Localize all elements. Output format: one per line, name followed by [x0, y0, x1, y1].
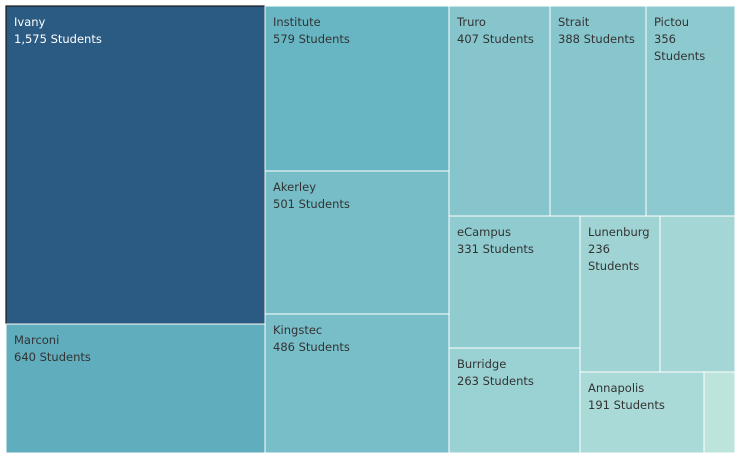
treemap-tile-burridge[interactable]: [448, 347, 581, 454]
treemap-tile-unlabeled-11[interactable]: [659, 215, 736, 373]
treemap-tile-unlabeled-13[interactable]: [703, 371, 736, 454]
treemap-value-label-marconi: 640 Students: [14, 350, 91, 364]
treemap-value-label-burridge: 263 Students: [457, 374, 534, 388]
treemap-name-ecampus: eCampus: [457, 225, 511, 239]
treemap-name-ivany: Ivany: [14, 15, 46, 29]
treemap-value-label-ecampus: 331 Students: [457, 242, 534, 256]
treemap-tile-akerley[interactable]: [264, 170, 450, 315]
treemap-value-label-lunenburg: 236: [588, 242, 610, 256]
treemap-tile-ivany[interactable]: [5, 5, 266, 325]
treemap-name-lunenburg: Lunenburg: [588, 225, 650, 239]
treemap-value-label-truro: 407 Students: [457, 32, 534, 46]
treemap-tile-truro[interactable]: [448, 5, 551, 217]
treemap-name-strait: Strait: [558, 15, 590, 29]
treemap-name-institute: Institute: [273, 15, 321, 29]
treemap-value-label-unit-lunenburg: Students: [588, 259, 639, 273]
treemap-name-truro: Truro: [456, 15, 486, 29]
treemap-tile-marconi[interactable]: [5, 323, 266, 454]
treemap-name-kingstec: Kingstec: [273, 323, 322, 337]
treemap-value-label-pictou: 356: [654, 32, 676, 46]
treemap-tile-annapolis[interactable]: [579, 371, 705, 454]
treemap-tile-strait[interactable]: [549, 5, 647, 217]
treemap-value-label-akerley: 501 Students: [273, 197, 350, 211]
treemap-value-label-kingstec: 486 Students: [273, 340, 350, 354]
treemap-name-annapolis: Annapolis: [588, 381, 644, 395]
treemap-name-marconi: Marconi: [14, 333, 59, 347]
treemap-name-pictou: Pictou: [654, 15, 689, 29]
treemap-value-label-ivany: 1,575 Students: [14, 32, 102, 46]
treemap-tile-institute[interactable]: [264, 5, 450, 172]
treemap-value-label-institute: 579 Students: [273, 32, 350, 46]
treemap-tile-lunenburg[interactable]: [579, 215, 661, 373]
treemap-value-label-unit-pictou: Students: [654, 49, 705, 63]
treemap-tile-pictou[interactable]: [645, 5, 736, 217]
treemap-value-label-strait: 388 Students: [558, 32, 635, 46]
treemap-name-akerley: Akerley: [273, 180, 316, 194]
treemap-name-burridge: Burridge: [457, 357, 506, 371]
treemap-value-label-annapolis: 191 Students: [588, 398, 665, 412]
treemap-tile-kingstec[interactable]: [264, 313, 450, 454]
